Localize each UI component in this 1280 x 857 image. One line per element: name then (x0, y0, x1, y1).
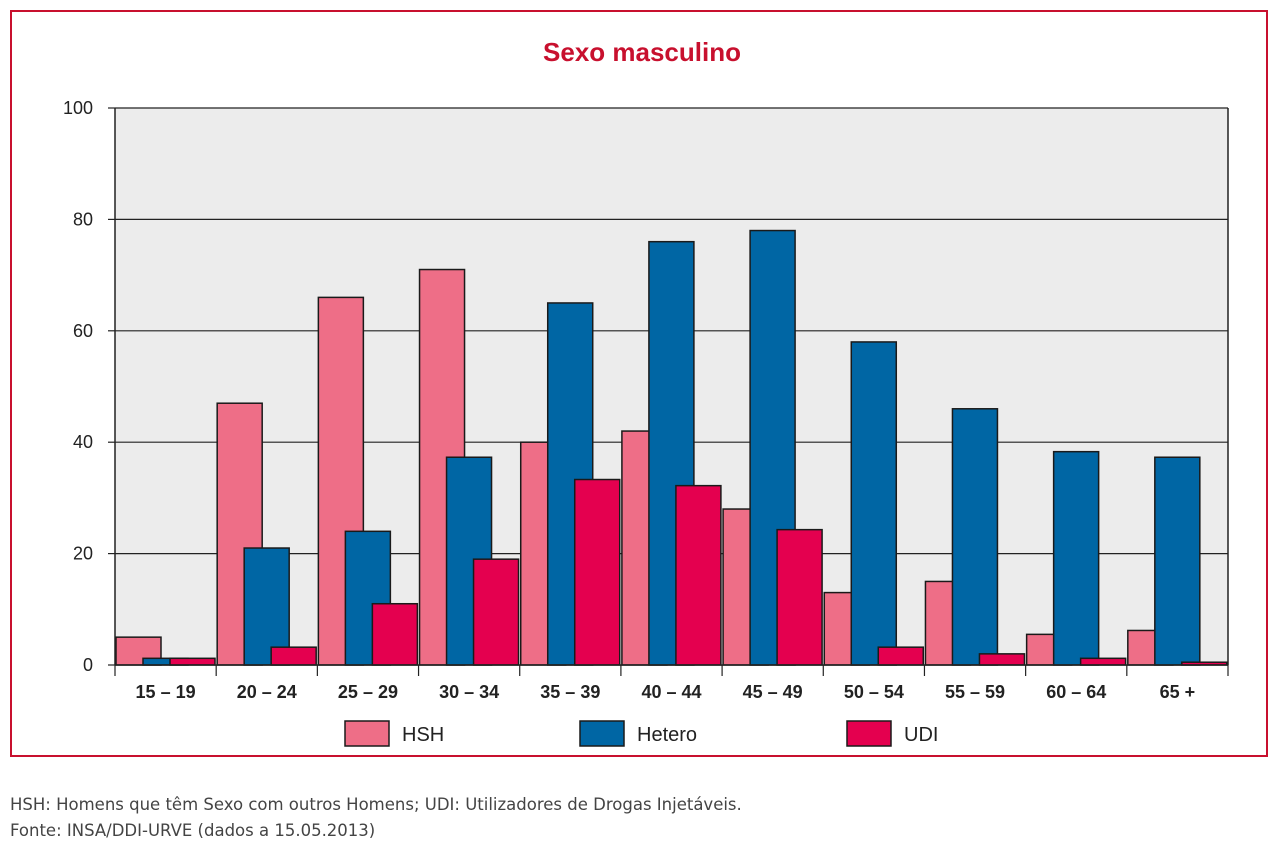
bar-hetero-1 (243, 547, 290, 666)
x-category-label: 65 + (1160, 682, 1196, 702)
bar-hetero-5 (648, 240, 695, 666)
legend-swatch-hetero (579, 720, 625, 747)
legend-label-hsh: HSH (402, 724, 444, 746)
legend: HSH Hetero UDI (344, 720, 938, 747)
bar-udi-9 (1079, 657, 1127, 666)
bar-udi-1 (270, 646, 317, 666)
x-category-label: 15 – 19 (136, 682, 196, 702)
x-category-label: 35 – 39 (540, 682, 600, 702)
x-category-label: 50 – 54 (844, 682, 904, 702)
bar-udi-3 (472, 558, 520, 666)
bar-chart: Sexo masculino 0 20 40 60 80 100 15 – 19 20 – … (63, 37, 1229, 747)
y-tick-label: 100 (63, 98, 93, 118)
x-category-label: 45 – 49 (743, 682, 803, 702)
footnote-abbreviations: HSH: Homens que têm Sexo com outros Home… (10, 795, 742, 814)
axes (114, 108, 1229, 676)
legend-label-udi: UDI (904, 724, 938, 746)
bar-udi-2 (371, 602, 419, 666)
bar-udi-7 (877, 646, 925, 666)
x-category-label: 30 – 34 (439, 682, 499, 702)
y-tick-label: 0 (83, 655, 93, 675)
bar-hetero-10 (1154, 456, 1201, 666)
bar-udi-0 (169, 657, 216, 666)
bar-udi-6 (776, 528, 823, 666)
bar-udi-8 (978, 653, 1026, 666)
y-tick-label: 40 (73, 432, 93, 452)
footnotes: HSH: Homens que têm Sexo com outros Home… (10, 792, 1270, 844)
footnote-source: Fonte: INSA/DDI-URVE (dados a 15.05.2013… (10, 821, 376, 840)
bar-udi-5 (675, 484, 722, 666)
y-tick-labels: 0 20 40 60 80 100 (63, 98, 93, 675)
bar-hetero-8 (951, 408, 999, 666)
y-tick-label: 20 (73, 544, 93, 564)
legend-label-hetero: Hetero (637, 724, 697, 746)
bars (115, 229, 1228, 666)
x-category-label: 55 – 59 (945, 682, 1005, 702)
x-category-labels: 15 – 19 20 – 24 25 – 29 30 – 34 35 – 39 40 – … (136, 682, 1196, 702)
legend-swatch-udi (846, 720, 892, 747)
bar-hetero-7 (850, 341, 898, 666)
chart-title: Sexo masculino (543, 37, 741, 67)
y-tick-label: 80 (73, 209, 93, 229)
bar-udi-4 (573, 478, 621, 666)
bar-hsh-2 (317, 296, 365, 666)
legend-swatch-hsh (344, 720, 390, 747)
bar-hetero-9 (1052, 450, 1100, 666)
y-tick-label: 60 (73, 321, 93, 341)
x-category-label: 25 – 29 (338, 682, 398, 702)
x-category-label: 20 – 24 (237, 682, 297, 702)
x-category-label: 40 – 44 (641, 682, 701, 702)
x-category-label: 60 – 64 (1046, 682, 1106, 702)
